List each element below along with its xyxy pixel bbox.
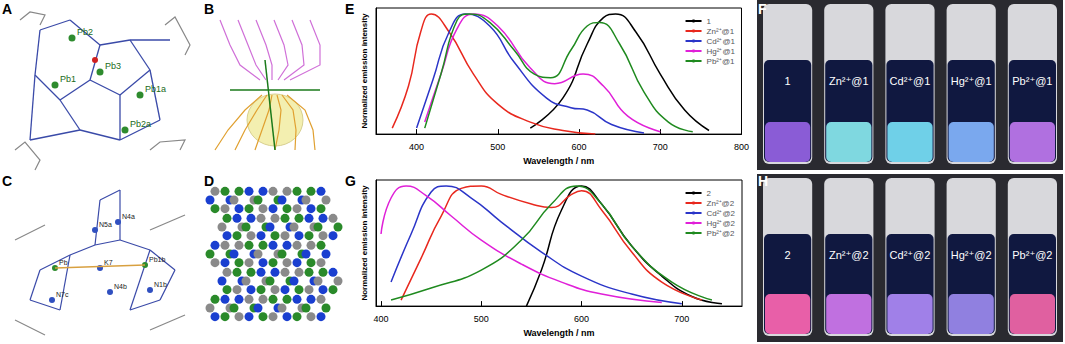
- svg-text:500: 500: [474, 314, 489, 324]
- svg-text:Pb²⁺@2: Pb²⁺@2: [1012, 249, 1052, 261]
- svg-text:Cd²⁺@2: Cd²⁺@2: [707, 209, 736, 218]
- svg-text:E: E: [345, 1, 354, 17]
- svg-text:Zn²⁺@2: Zn²⁺@2: [829, 249, 869, 261]
- svg-text:1: 1: [707, 17, 712, 26]
- svg-text:600: 600: [574, 314, 589, 324]
- svg-text:F: F: [758, 1, 767, 17]
- svg-text:Wavelength / nm: Wavelength / nm: [523, 156, 594, 166]
- svg-text:Pb2a: Pb2a: [130, 119, 151, 129]
- svg-text:Normalized emission intensity: Normalized emission intensity: [360, 185, 369, 301]
- svg-text:Hg²⁺@2: Hg²⁺@2: [707, 219, 736, 228]
- svg-text:700: 700: [653, 142, 668, 152]
- svg-text:Cd²⁺@1: Cd²⁺@1: [890, 75, 931, 87]
- svg-text:A: A: [2, 1, 12, 17]
- svg-text:N7c: N7c: [56, 291, 69, 298]
- svg-text:400: 400: [409, 142, 424, 152]
- svg-text:B: B: [204, 1, 214, 17]
- svg-text:H: H: [758, 173, 768, 189]
- svg-text:N5a: N5a: [99, 221, 112, 228]
- svg-text:Pb2: Pb2: [77, 27, 93, 37]
- svg-text:Zn²⁺@1: Zn²⁺@1: [707, 27, 735, 36]
- svg-text:K7: K7: [104, 259, 113, 266]
- svg-text:N4b: N4b: [114, 283, 127, 290]
- svg-text:Normalized emission intensity: Normalized emission intensity: [360, 13, 369, 129]
- svg-text:Hg²⁺@1: Hg²⁺@1: [707, 47, 736, 56]
- svg-text:1: 1: [785, 75, 791, 87]
- svg-text:400: 400: [373, 314, 388, 324]
- svg-text:N4a: N4a: [122, 213, 135, 220]
- svg-text:Hg²⁺@2: Hg²⁺@2: [951, 249, 992, 261]
- svg-text:C: C: [2, 173, 12, 189]
- svg-text:700: 700: [674, 314, 689, 324]
- svg-text:2: 2: [707, 189, 712, 198]
- svg-text:Cd²⁺@1: Cd²⁺@1: [707, 37, 736, 46]
- svg-text:Pb²⁺@1: Pb²⁺@1: [707, 57, 736, 66]
- svg-text:N1b: N1b: [154, 281, 167, 288]
- svg-text:Pb1: Pb1: [60, 74, 76, 84]
- svg-text:Pb²⁺@1: Pb²⁺@1: [1012, 75, 1052, 87]
- svg-text:800: 800: [734, 142, 749, 152]
- svg-text:Pb1b: Pb1b: [149, 256, 165, 263]
- svg-text:Cd²⁺@2: Cd²⁺@2: [890, 249, 931, 261]
- svg-text:D: D: [204, 173, 214, 189]
- svg-text:Pb²⁺@2: Pb²⁺@2: [707, 229, 736, 238]
- svg-text:500: 500: [490, 142, 505, 152]
- svg-text:Zn²⁺@1: Zn²⁺@1: [829, 75, 869, 87]
- svg-text:Pb1a: Pb1a: [145, 84, 166, 94]
- svg-text:Pb: Pb: [59, 259, 68, 266]
- svg-text:Wavelength / nm: Wavelength / nm: [523, 328, 594, 338]
- svg-text:G: G: [345, 173, 356, 189]
- svg-text:Pb3: Pb3: [105, 61, 121, 71]
- svg-text:600: 600: [572, 142, 587, 152]
- svg-text:Hg²⁺@1: Hg²⁺@1: [951, 75, 992, 87]
- svg-text:2: 2: [785, 249, 791, 261]
- svg-text:Zn²⁺@2: Zn²⁺@2: [707, 199, 735, 208]
